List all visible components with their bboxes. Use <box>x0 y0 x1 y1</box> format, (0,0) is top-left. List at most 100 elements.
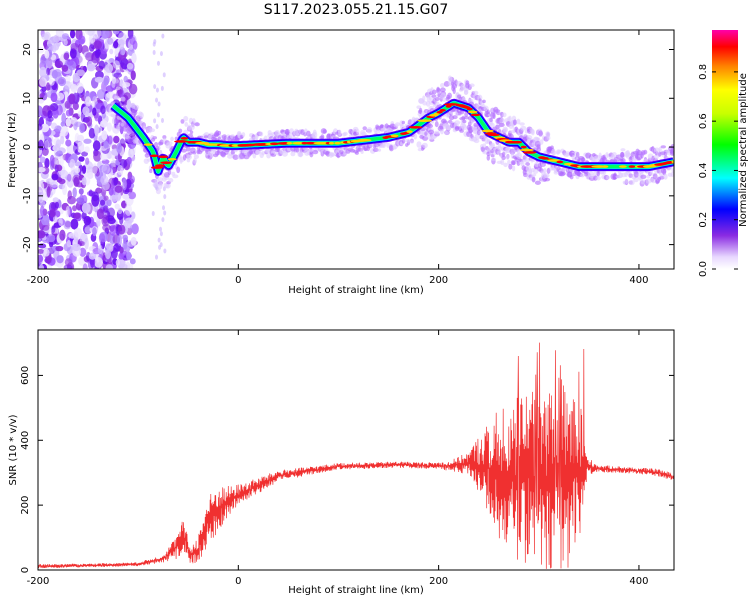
noise-cell <box>46 186 51 198</box>
noise-cell <box>62 183 67 196</box>
spectrogram-ticks: -200 0 200 400 20 10 0 -10 -20 <box>22 30 674 286</box>
ridge-halo <box>653 147 660 153</box>
ridge-halo <box>428 129 435 135</box>
ridge-halo <box>544 177 551 182</box>
ridge-halo <box>306 130 311 137</box>
noise-cell <box>70 43 79 50</box>
ridge-halo <box>492 112 496 119</box>
ridge-peak <box>158 155 169 159</box>
ridge-peak <box>619 165 627 168</box>
noise-cell <box>61 33 70 40</box>
ridge-halo <box>660 145 666 149</box>
ridge-peak <box>291 141 305 145</box>
noise-cell <box>60 125 69 137</box>
snr-y-tick-label: 200 <box>20 496 31 515</box>
ridge-halo <box>502 151 506 157</box>
ridge-halo <box>320 134 325 141</box>
ridge-peak <box>445 105 452 108</box>
noise-cell <box>100 49 108 55</box>
ridge-halo <box>144 153 150 158</box>
noise-cell <box>118 32 127 42</box>
ridge-halo <box>489 117 493 122</box>
ridge-halo <box>421 142 428 149</box>
ridge-halo <box>502 112 507 118</box>
ridge-halo <box>565 151 570 155</box>
noise-cell <box>74 167 81 174</box>
noise-cell <box>81 177 87 186</box>
noise-cell <box>38 77 48 87</box>
ridge-halo <box>192 157 197 164</box>
ridge-halo <box>267 129 272 136</box>
noise-cell <box>129 224 137 232</box>
colorbar: 0.0 0.2 0.4 0.6 0.8 Normalized spectral ampl… <box>698 30 749 277</box>
noise-cell <box>116 234 123 246</box>
ridge-halo <box>464 111 469 117</box>
spectrogram-y-tick-label: 0 <box>22 144 33 150</box>
ridge-halo <box>127 137 134 144</box>
noise-cell <box>116 164 124 176</box>
noise-cell <box>102 214 109 224</box>
noise-cell <box>156 60 160 66</box>
noise-cell <box>128 191 137 200</box>
ridge-halo <box>500 159 505 166</box>
ridge-halo <box>157 177 164 182</box>
ridge-peak <box>155 164 166 167</box>
noise-cell <box>45 82 51 91</box>
noise-cell <box>38 264 44 269</box>
ridge-halo <box>503 127 508 132</box>
ridge-halo <box>434 97 440 101</box>
noise-cell <box>126 62 134 70</box>
snr-ylabel: SNR (10 * v/v) <box>8 414 19 485</box>
noise-cell <box>38 105 43 117</box>
noise-cell <box>119 216 124 225</box>
noise-cell <box>72 174 81 185</box>
ridge-halo <box>170 136 174 142</box>
noise-cell <box>83 138 92 144</box>
ridge-halo <box>543 167 547 175</box>
ridge-halo <box>139 112 144 119</box>
noise-cell <box>88 44 95 52</box>
noise-cell <box>87 171 94 180</box>
noise-cell <box>59 229 66 241</box>
noise-cell <box>84 146 90 153</box>
spectrogram-panel: -200 0 200 400 20 10 0 -10 -20 Height of straigh… <box>7 29 675 296</box>
colorbar-ticks: 0.0 0.2 0.4 0.6 0.8 <box>698 64 738 277</box>
noise-cell <box>112 30 120 35</box>
noise-cell <box>69 30 76 39</box>
ridge-halo <box>309 150 314 158</box>
ridge-peak <box>513 140 523 144</box>
ridge-halo <box>486 154 490 161</box>
noise-cell <box>107 207 116 218</box>
noise-cell <box>77 43 83 54</box>
spectrogram-xlabel: Height of straight line (km) <box>288 285 424 296</box>
noise-cell <box>76 82 84 94</box>
ridge-halo <box>595 175 601 181</box>
ridge-halo <box>442 97 447 102</box>
ridge-halo <box>444 130 449 135</box>
ridge-halo <box>180 119 185 124</box>
ridge-peak <box>160 161 173 164</box>
noise-cell <box>118 100 125 107</box>
ridge-halo <box>372 147 379 153</box>
noise-cell <box>63 39 68 46</box>
noise-cell <box>93 257 103 268</box>
noise-cell <box>73 227 83 238</box>
noise-cell <box>113 177 118 186</box>
ridge-halo <box>536 137 541 142</box>
ridge-halo <box>499 117 505 125</box>
ridge-halo <box>511 161 516 166</box>
ridge-peak <box>143 143 153 146</box>
ridge-halo <box>436 87 441 94</box>
ridge-halo <box>619 152 625 158</box>
ridge-halo <box>424 131 428 136</box>
ridge-halo <box>440 93 447 98</box>
noise-cell <box>39 92 44 99</box>
noise-cell <box>84 237 89 250</box>
noise-cell <box>51 173 59 181</box>
noise-cell <box>103 195 109 201</box>
ridge-halo <box>671 168 674 173</box>
noise-cell <box>39 205 45 217</box>
noise-cell <box>46 67 51 76</box>
spectrogram-x-tick-label: 400 <box>629 275 648 286</box>
noise-cell <box>86 116 93 127</box>
